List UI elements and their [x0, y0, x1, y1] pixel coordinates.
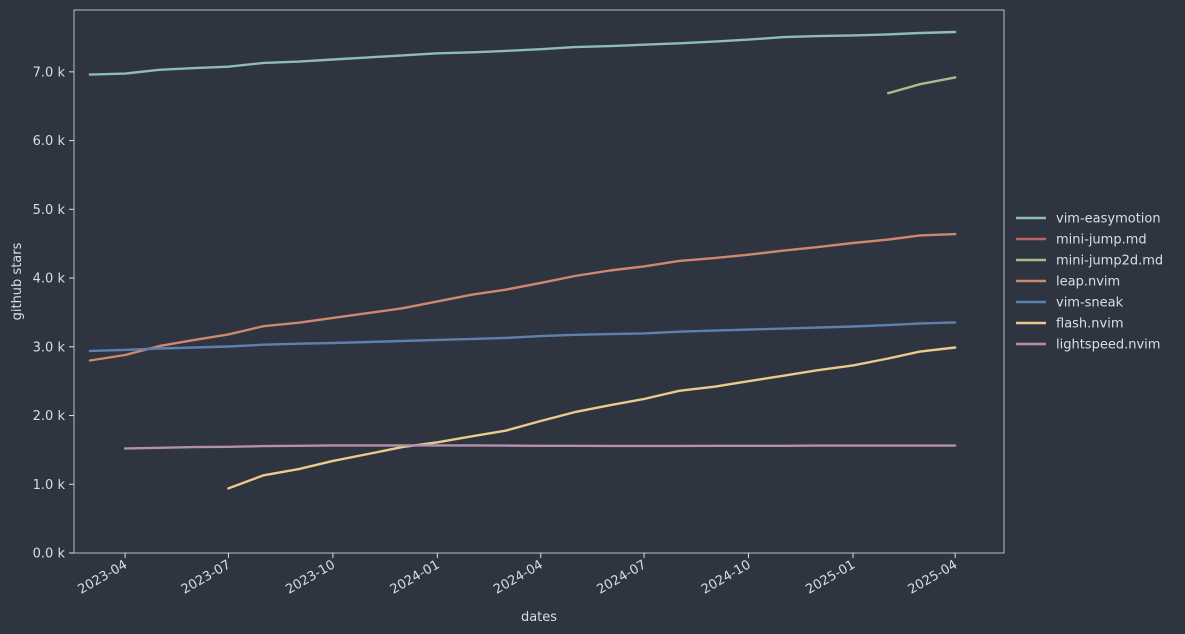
series-line-flash-nvim	[227, 346, 957, 490]
y-axis-label: github stars	[10, 242, 25, 320]
y-tick-label: 7.0 k	[33, 65, 66, 80]
series-line-leap-nvim	[88, 232, 957, 362]
legend-label: vim-sneak	[1056, 296, 1124, 311]
x-tick-label: 2023-10	[283, 557, 338, 597]
x-tick-label: 2024-10	[699, 557, 754, 597]
series-layer	[88, 30, 957, 490]
x-axis-label: dates	[521, 610, 557, 625]
series-line-vim-easymotion	[88, 30, 957, 76]
y-tick-label: 5.0 k	[33, 203, 66, 218]
series-line-lightspeed-nvim	[123, 444, 957, 450]
legend-label: mini-jump2d.md	[1056, 254, 1163, 269]
x-tick-label: 2024-04	[491, 557, 546, 597]
y-tick-label: 2.0 k	[33, 409, 66, 424]
x-tick-label: 2024-07	[594, 557, 649, 597]
y-axis: 0.0 k 1.0 k 2.0 k 3.0 k 4.0 k 5.0 k 6.0 k 7.0 k	[33, 65, 74, 562]
y-tick-label: 4.0 k	[33, 272, 66, 287]
series-line-mini-jump2d-md	[887, 76, 957, 95]
y-tick-label: 0.0 k	[33, 547, 66, 562]
legend-label: vim-easymotion	[1056, 212, 1161, 227]
y-tick-label: 3.0 k	[33, 340, 66, 355]
legend-label: flash.nvim	[1056, 317, 1124, 332]
x-tick-label: 2023-07	[179, 557, 234, 597]
legend-label: mini-jump.md	[1056, 233, 1147, 248]
x-axis: 2023-04 2023-07 2023-10 2024-01 2024-04 2024-…	[76, 553, 961, 598]
series-line-vim-sneak	[88, 321, 957, 353]
legend-label: lightspeed.nvim	[1056, 338, 1160, 353]
plot-frame	[73, 9, 1005, 554]
x-tick-label: 2024-01	[388, 557, 443, 597]
legend-label: leap.nvim	[1056, 275, 1120, 290]
x-tick-label: 2025-04	[906, 557, 961, 597]
y-tick-label: 1.0 k	[33, 478, 66, 493]
legend: vim-easymotion mini-jump.md mini-jump2d.md…	[1016, 212, 1163, 353]
x-tick-label: 2023-04	[76, 557, 131, 597]
x-tick-label: 2025-01	[803, 557, 858, 597]
y-tick-label: 6.0 k	[33, 134, 66, 149]
